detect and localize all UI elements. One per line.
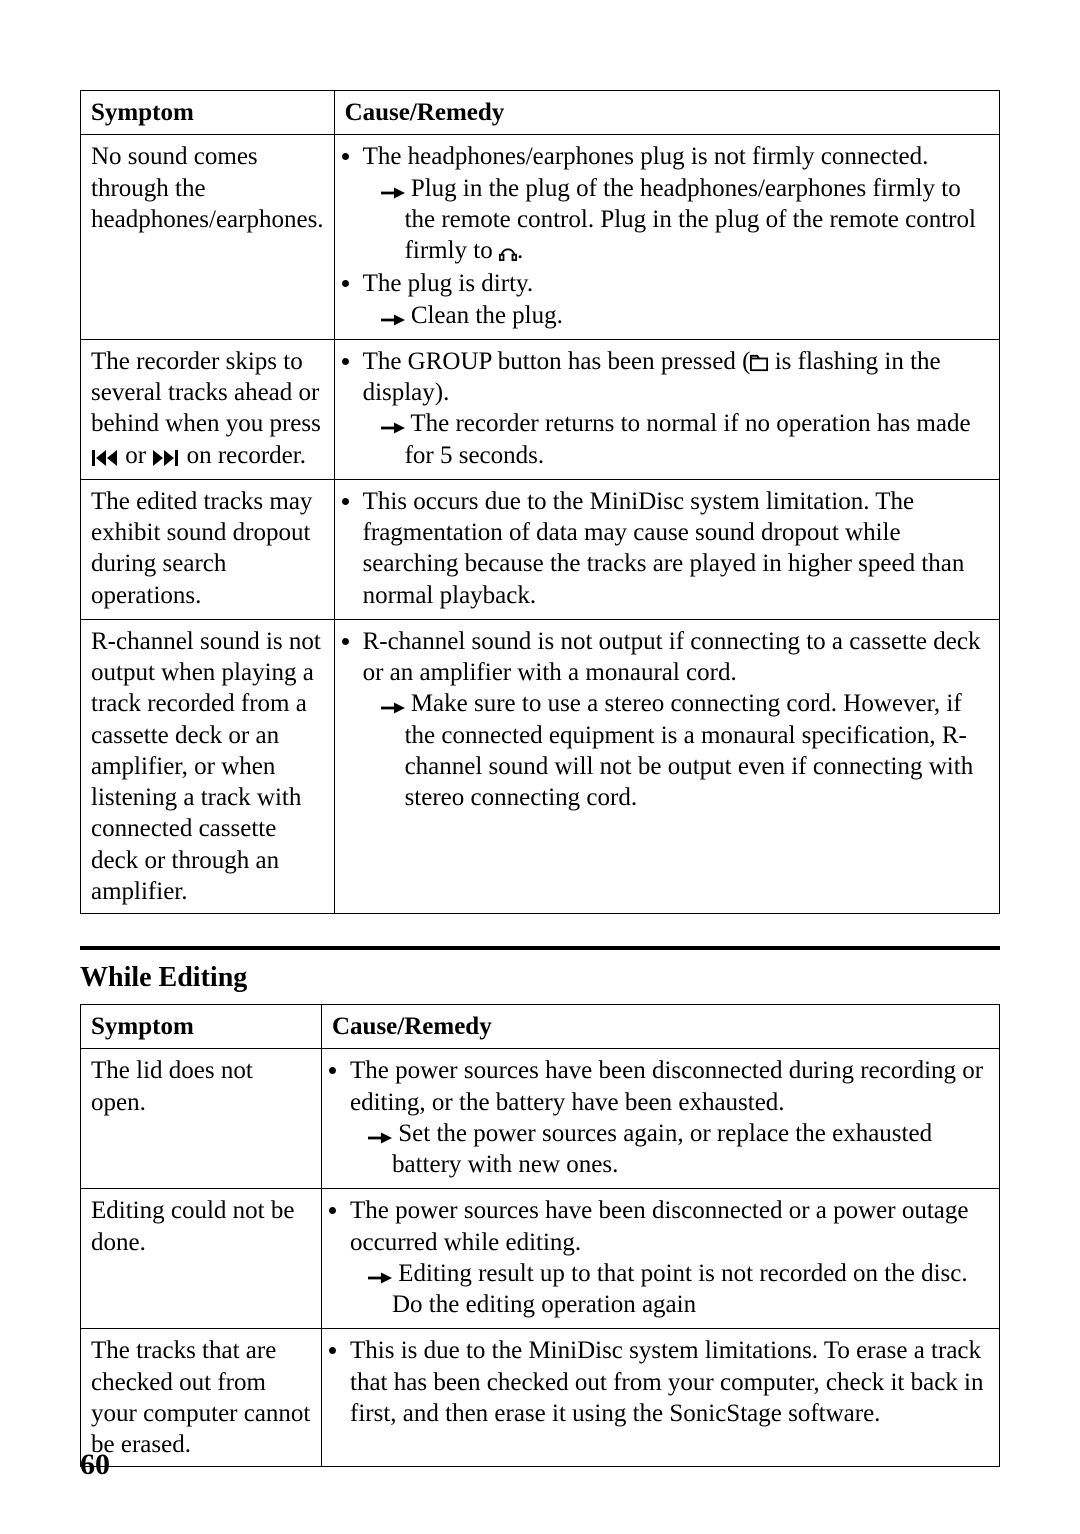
table-header-remedy: Cause/Remedy: [334, 91, 999, 135]
remedy-bullet: The power sources have been disconnected…: [350, 1195, 989, 1320]
arrow-icon: [368, 1132, 392, 1144]
remedy-bullet: This occurs due to the MiniDisc system l…: [363, 486, 989, 611]
remedy-bullet: The headphones/earphones plug is not fir…: [363, 141, 989, 266]
remedy-bullet: The power sources have been disconnected…: [350, 1055, 989, 1180]
symptom-cell: The recorder skips to several tracks ahe…: [81, 339, 335, 479]
remedy-cell: The power sources have been disconnected…: [322, 1049, 1000, 1189]
remedy-bullet: This is due to the MiniDisc system limit…: [350, 1335, 989, 1429]
remedy-cell: R-channel sound is not output if connect…: [334, 619, 999, 913]
table-row: No sound comes through the headphones/ea…: [81, 135, 1000, 340]
table-header-remedy: Cause/Remedy: [322, 1005, 1000, 1049]
manual-page: Symptom Cause/Remedy No sound comes thro…: [0, 0, 1080, 1534]
remedy-bullet: R-channel sound is not output if connect…: [363, 626, 989, 814]
remedy-bullet: The GROUP button has been pressed ( is f…: [363, 346, 989, 471]
symptom-cell: No sound comes through the headphones/ea…: [81, 135, 335, 340]
skip-back-icon: [91, 450, 119, 466]
arrow-icon: [368, 1272, 392, 1284]
table-row: The lid does not open.The power sources …: [81, 1049, 1000, 1189]
remedy-cell: The power sources have been disconnected…: [322, 1189, 1000, 1329]
symptom-cell: The tracks that are checked out from you…: [81, 1329, 322, 1467]
remedy-action: Make sure to use a stereo connecting cor…: [381, 688, 989, 813]
arrow-icon: [381, 314, 405, 326]
remedy-cell: This occurs due to the MiniDisc system l…: [334, 479, 999, 619]
symptom-cell: The lid does not open.: [81, 1049, 322, 1189]
table1-body: No sound comes through the headphones/ea…: [81, 135, 1000, 914]
remedy-cell: This is due to the MiniDisc system limit…: [322, 1329, 1000, 1467]
remedy-cell: The GROUP button has been pressed ( is f…: [334, 339, 999, 479]
headphone-icon: [499, 243, 517, 261]
table-row: R-channel sound is not output when playi…: [81, 619, 1000, 913]
table-header-symptom: Symptom: [81, 91, 335, 135]
remedy-action: Set the power sources again, or replace …: [368, 1118, 989, 1181]
skip-forward-icon: [152, 450, 180, 466]
arrow-icon: [381, 422, 405, 434]
symptom-cell: The edited tracks may exhibit sound drop…: [81, 479, 335, 619]
troubleshoot-table-playback: Symptom Cause/Remedy No sound comes thro…: [80, 90, 1000, 914]
section-title-while-editing: While Editing: [80, 946, 1000, 994]
page-number: 60: [80, 1448, 110, 1482]
table-header-symptom: Symptom: [81, 1005, 322, 1049]
table-row: The edited tracks may exhibit sound drop…: [81, 479, 1000, 619]
arrow-icon: [381, 187, 405, 199]
symptom-cell: R-channel sound is not output when playi…: [81, 619, 335, 913]
table-row: The tracks that are checked out from you…: [81, 1329, 1000, 1467]
remedy-action: Clean the plug.: [381, 300, 989, 331]
remedy-action: Editing result up to that point is not r…: [368, 1258, 989, 1321]
table-row: The recorder skips to several tracks ahe…: [81, 339, 1000, 479]
troubleshoot-table-editing: Symptom Cause/Remedy The lid does not op…: [80, 1004, 1000, 1467]
remedy-cell: The headphones/earphones plug is not fir…: [334, 135, 999, 340]
arrow-icon: [381, 702, 405, 714]
group-folder-icon: [750, 354, 768, 372]
table-row: Editing could not be done.The power sour…: [81, 1189, 1000, 1329]
table2-body: The lid does not open.The power sources …: [81, 1049, 1000, 1467]
remedy-bullet: The plug is dirty. Clean the plug.: [363, 268, 989, 331]
remedy-action: Plug in the plug of the headphones/earph…: [381, 173, 989, 267]
symptom-cell: Editing could not be done.: [81, 1189, 322, 1329]
remedy-action: The recorder returns to normal if no ope…: [381, 408, 989, 471]
